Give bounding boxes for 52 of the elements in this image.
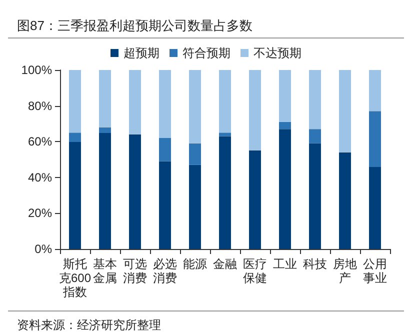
bar: [189, 143, 201, 165]
bar: [279, 70, 291, 122]
bar: [309, 129, 321, 144]
legend-label: 符合预期: [182, 46, 230, 60]
x-tick-label: 可选消费: [123, 257, 147, 285]
text: 资料来源：经济研究所整理: [17, 318, 161, 332]
chart-title: 图87：三季报盈利超预期公司数量占多数: [17, 18, 252, 33]
bar: [219, 132, 231, 136]
bar: [219, 136, 231, 249]
legend-label: 超预期: [124, 46, 160, 60]
y-tick-label: 0%: [34, 242, 52, 256]
y-tick-label: 60%: [28, 134, 52, 149]
bar: [159, 138, 171, 162]
bar: [69, 132, 81, 142]
bar: [339, 70, 351, 152]
bar: [189, 70, 201, 144]
bar: [339, 152, 351, 249]
y-tick-label: 40%: [28, 170, 52, 184]
legend-label: 不达预期: [254, 46, 302, 60]
bar: [369, 166, 381, 249]
bar: [369, 111, 381, 167]
x-tick-label: 公用事业: [363, 257, 387, 285]
y-tick-label: 100%: [21, 63, 52, 77]
bar: [99, 127, 111, 133]
bar: [99, 70, 111, 128]
bar: [249, 70, 261, 151]
bar: [309, 70, 321, 130]
x-tick-label: 医疗保健: [243, 257, 267, 285]
bar: [189, 164, 201, 249]
x-tick-label: 必选消费: [153, 257, 177, 285]
bar: [129, 70, 141, 134]
bar: [369, 70, 381, 112]
bar: [279, 122, 291, 130]
x-tick-label: 金融: [213, 257, 237, 271]
bar: [219, 70, 231, 133]
x-tick-label: 能源: [183, 257, 207, 271]
x-tick-label: 基本金属: [93, 257, 117, 285]
x-tick-label: 斯托克600指数: [58, 257, 92, 299]
y-tick-label: 80%: [28, 98, 52, 113]
x-tick-label: 工业: [273, 257, 297, 271]
bar: [129, 134, 141, 249]
bar: [309, 143, 321, 249]
bar: [279, 129, 291, 249]
x-tick-label: 房地产: [333, 257, 357, 285]
bar: [159, 161, 171, 249]
y-tick-label: 20%: [28, 206, 52, 220]
bar: [159, 70, 171, 138]
bar: [99, 132, 111, 249]
bar: [69, 142, 81, 249]
bar: [249, 150, 261, 249]
x-tick-label: 科技: [303, 257, 327, 271]
bar: [69, 70, 81, 133]
